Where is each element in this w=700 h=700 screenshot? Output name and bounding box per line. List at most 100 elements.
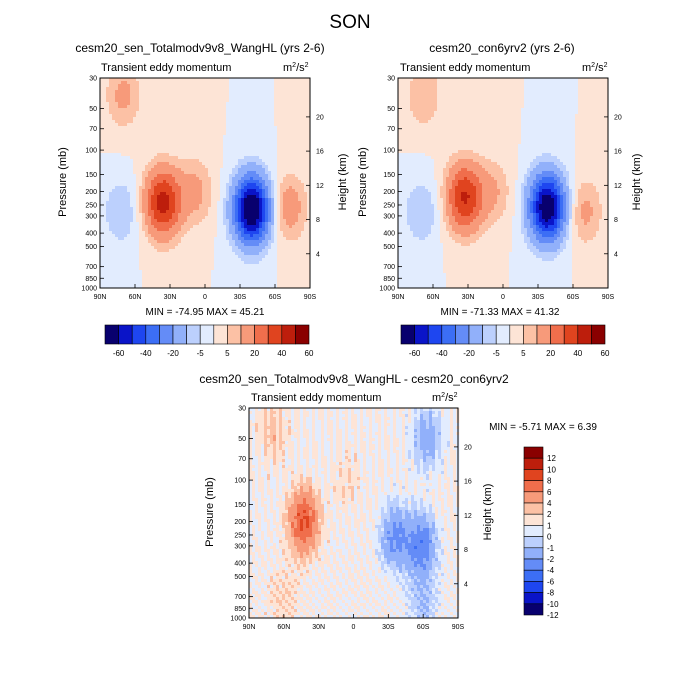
field-cell	[166, 207, 170, 211]
field-cell	[235, 135, 239, 139]
field-cell	[265, 240, 269, 244]
field-cell	[280, 258, 284, 262]
field-cell	[163, 246, 167, 250]
field-cell	[259, 180, 263, 184]
field-cell	[106, 264, 110, 268]
field-cell	[118, 219, 122, 223]
field-cell	[226, 231, 230, 235]
field-cell	[103, 279, 107, 283]
field-cell	[253, 102, 257, 106]
field-cell	[163, 129, 167, 133]
field-cell	[223, 234, 227, 238]
field-cell	[130, 96, 134, 100]
field-cell	[181, 186, 185, 190]
field-cell	[109, 99, 113, 103]
field-cell	[100, 246, 104, 250]
field-cell	[304, 228, 308, 232]
field-cell	[214, 120, 218, 124]
field-cell	[271, 96, 275, 100]
field-cell	[106, 189, 110, 193]
field-cell	[217, 156, 221, 160]
field-cell	[166, 138, 170, 142]
field-cell	[253, 159, 257, 163]
field-cell	[211, 117, 215, 121]
field-cell	[235, 93, 239, 97]
field-cell	[148, 162, 152, 166]
field-cell	[121, 93, 125, 97]
field-cell	[118, 252, 122, 256]
field-cell	[166, 159, 170, 163]
field-cell	[247, 195, 251, 199]
field-cell	[247, 210, 251, 214]
field-cell	[277, 252, 281, 256]
field-cell	[277, 132, 281, 136]
field-cell	[226, 201, 230, 205]
field-cell	[193, 90, 197, 94]
field-cell	[244, 243, 248, 247]
field-cell	[238, 258, 242, 262]
field-cell	[250, 240, 254, 244]
field-cell	[163, 147, 167, 151]
field-cell	[103, 219, 107, 223]
field-cell	[259, 267, 263, 271]
field-cell	[280, 210, 284, 214]
field-cell	[142, 198, 146, 202]
field-cell	[142, 126, 146, 130]
field-cell	[157, 81, 161, 85]
field-cell	[292, 240, 296, 244]
field-cell	[163, 84, 167, 88]
field-cell	[259, 114, 263, 118]
field-cell	[109, 243, 113, 247]
field-cell	[232, 93, 236, 97]
panel-1-subtitle: Transient eddy momentum	[101, 62, 231, 74]
field-cell	[127, 153, 131, 157]
field-cell	[199, 261, 203, 265]
field-cell	[196, 99, 200, 103]
field-cell	[226, 222, 230, 226]
field-cell	[193, 138, 197, 142]
field-cell	[232, 153, 236, 157]
field-cell	[292, 192, 296, 196]
field-cell	[238, 204, 242, 208]
field-cell	[217, 261, 221, 265]
field-cell	[256, 219, 260, 223]
field-cell	[259, 219, 263, 223]
field-cell	[304, 102, 308, 106]
field-cell	[238, 138, 242, 142]
field-cell	[220, 285, 224, 289]
field-cell	[130, 186, 134, 190]
field-cell	[256, 237, 260, 241]
field-cell	[169, 282, 173, 286]
field-cell	[136, 132, 140, 136]
field-cell	[112, 213, 116, 217]
field-cell	[154, 219, 158, 223]
field-cell	[193, 270, 197, 274]
field-cell	[223, 114, 227, 118]
field-cell	[292, 168, 296, 172]
field-cell	[265, 270, 269, 274]
field-cell	[289, 237, 293, 241]
field-cell	[139, 111, 143, 115]
field-cell	[175, 90, 179, 94]
field-cell	[163, 183, 167, 187]
field-cell	[187, 108, 191, 112]
field-cell	[106, 168, 110, 172]
field-cell	[262, 78, 266, 82]
field-cell	[280, 216, 284, 220]
field-cell	[214, 84, 218, 88]
field-cell	[181, 192, 185, 196]
field-cell	[112, 264, 116, 268]
field-cell	[100, 132, 104, 136]
field-cell	[298, 270, 302, 274]
field-cell	[256, 147, 260, 151]
field-cell	[295, 90, 299, 94]
field-cell	[244, 210, 248, 214]
field-cell	[208, 165, 212, 169]
colorbar-swatch	[254, 324, 269, 345]
field-cell	[199, 126, 203, 130]
field-cell	[238, 108, 242, 112]
field-cell	[124, 156, 128, 160]
field-cell	[241, 258, 245, 262]
field-cell	[124, 255, 128, 259]
